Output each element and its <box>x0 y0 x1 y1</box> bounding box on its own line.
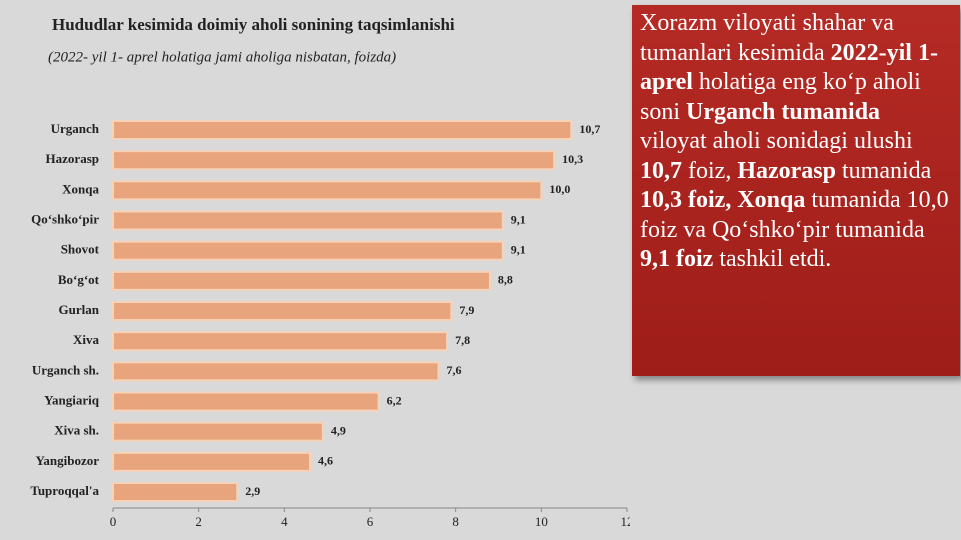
value-label: 4,6 <box>318 454 333 468</box>
value-label: 7,8 <box>455 333 470 347</box>
value-label: 7,6 <box>447 363 462 377</box>
value-label: 9,1 <box>511 212 526 226</box>
bar <box>112 270 491 291</box>
y-tick-label: Bo‘g‘ot <box>58 272 100 287</box>
y-tick-label: Urganch sh. <box>32 362 99 377</box>
value-label: 7,9 <box>459 303 474 317</box>
y-tick-label: Gurlan <box>59 302 100 317</box>
y-tick-label: Xiva <box>73 332 100 347</box>
x-tick-label: 4 <box>281 514 288 529</box>
x-tick-label: 2 <box>195 514 202 529</box>
y-tick-label: Qo‘shko‘pir <box>31 211 99 226</box>
text-run: Xorazm viloyati shahar va tumanlari kesi… <box>640 10 894 66</box>
value-label: 10,7 <box>579 122 600 136</box>
value-label: 6,2 <box>387 393 402 407</box>
bar <box>112 150 556 171</box>
value-label: 4,9 <box>331 423 346 437</box>
y-tick-label: Xiva sh. <box>54 423 99 438</box>
bar <box>112 210 504 231</box>
text-run: foiz, <box>682 157 738 184</box>
bar <box>112 361 440 382</box>
y-tick-label: Yangibozor <box>35 453 99 468</box>
bar <box>112 421 324 442</box>
x-tick-label: 0 <box>110 514 117 529</box>
value-label: 10,3 <box>562 152 583 166</box>
x-tick-label: 6 <box>367 514 374 529</box>
value-label: 8,8 <box>498 273 513 287</box>
x-tick-label: 8 <box>452 514 459 529</box>
text-run: tumanida 10,0 foiz va Qo‘shko‘pir tumani… <box>640 187 949 243</box>
bar <box>112 240 504 261</box>
chart-subtitle: (2022- yil 1- aprel holatiga jami aholig… <box>48 49 396 65</box>
text-run: viloyat aholi sonidagi ulushi <box>640 128 913 154</box>
bar <box>112 180 543 201</box>
text-run: 9,1 foiz <box>640 246 714 272</box>
y-tick-label: Shovot <box>61 242 100 257</box>
y-tick-label: Hazorasp <box>46 151 99 166</box>
chart-title: Hududlar kesimida doimiy aholi sonining … <box>52 15 455 34</box>
text-run: 10,3 foiz, Xonqa <box>640 187 806 213</box>
text-box: Xorazm viloyati shahar va tumanlari kesi… <box>632 5 960 376</box>
bar <box>112 482 239 503</box>
y-tick-label: Urganch <box>51 121 100 136</box>
value-label: 9,1 <box>511 242 526 256</box>
bar <box>112 451 312 472</box>
text-run: tashkil etdi. <box>713 246 832 272</box>
y-tick-label: Tuproqqal'a <box>30 483 99 498</box>
bar <box>112 331 449 352</box>
chart: Hududlar kesimida doimiy aholi sonining … <box>30 15 631 529</box>
x-tick-label: 12 <box>621 514 631 529</box>
value-label: 2,9 <box>245 484 260 498</box>
text-run: 2022-yil 1- aprel <box>640 39 938 96</box>
bar <box>112 391 380 412</box>
x-tick-label: 10 <box>535 514 548 529</box>
bar <box>112 301 453 322</box>
bar <box>112 120 573 140</box>
text-run: Urganch tumanida <box>686 98 881 125</box>
text-run: holatiga eng ko‘p aholi soni <box>640 69 921 125</box>
y-tick-label: Yangiariq <box>44 393 100 408</box>
value-label: 10,0 <box>549 182 570 196</box>
text-run: 10,7 <box>640 157 682 184</box>
text-run: Hazorasp <box>737 157 836 184</box>
text-run: tumanida <box>835 157 932 184</box>
y-tick-label: Xonqa <box>62 181 99 196</box>
